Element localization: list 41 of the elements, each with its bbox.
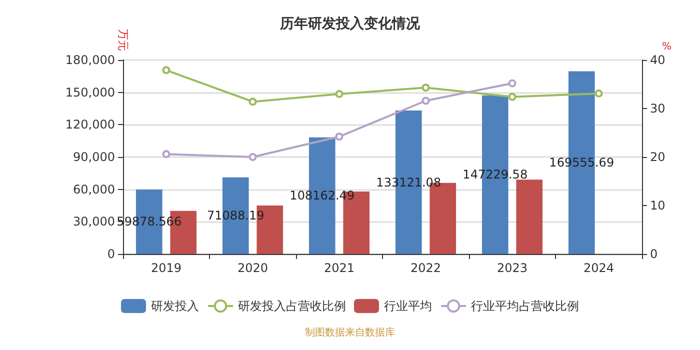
data-label: 71088.19	[207, 208, 264, 223]
point	[508, 79, 516, 88]
text: 制图数据来自数据库	[305, 326, 395, 338]
y-tick-label: 0	[107, 247, 115, 261]
legend-label: 研发投入	[151, 299, 199, 313]
point	[162, 66, 170, 74]
legend-label: 研发投入占营收比例	[238, 299, 346, 313]
point	[422, 96, 430, 105]
y-tick-label: 30,000	[73, 214, 115, 229]
y-tick-label: 150,000	[65, 85, 115, 100]
bar	[516, 180, 543, 254]
y-tick-label: 90,000	[73, 150, 115, 164]
data-label: 59878.566	[116, 214, 182, 229]
y2-tick-label: 40	[650, 53, 666, 67]
chart-title: 历年研发投入变化情况	[279, 15, 421, 32]
legend-label: 行业平均	[384, 299, 432, 313]
data-label: 108162.49	[290, 188, 355, 203]
y2-axis-title: %	[662, 42, 672, 52]
legend-label: 行业平均占营收比例	[471, 299, 579, 313]
point	[248, 98, 257, 106]
point	[335, 132, 344, 141]
point	[508, 92, 516, 101]
y-tick-label: 180,000	[65, 53, 115, 67]
point	[248, 153, 257, 161]
x-tick-label: 2024	[583, 261, 614, 275]
y2-tick-label: 0	[650, 247, 658, 261]
x-tick-label: 2020	[237, 261, 268, 275]
x-tick-label: 2023	[496, 261, 528, 275]
point	[335, 90, 344, 98]
x-tick-label: 2022	[410, 261, 442, 275]
point	[594, 89, 603, 98]
y-axis-title: 万元	[116, 29, 130, 52]
point	[162, 150, 170, 158]
y-tick-label: 120,000	[65, 118, 115, 132]
point	[422, 84, 430, 92]
y2-tick-label: 30	[650, 102, 666, 116]
y2-tick-label: 10	[650, 198, 666, 212]
y-tick-label: 60,000	[73, 182, 115, 196]
x-tick-label: 2019	[150, 261, 182, 275]
x-tick-label: 2021	[324, 261, 355, 275]
y2-tick-label: 20	[650, 150, 666, 164]
